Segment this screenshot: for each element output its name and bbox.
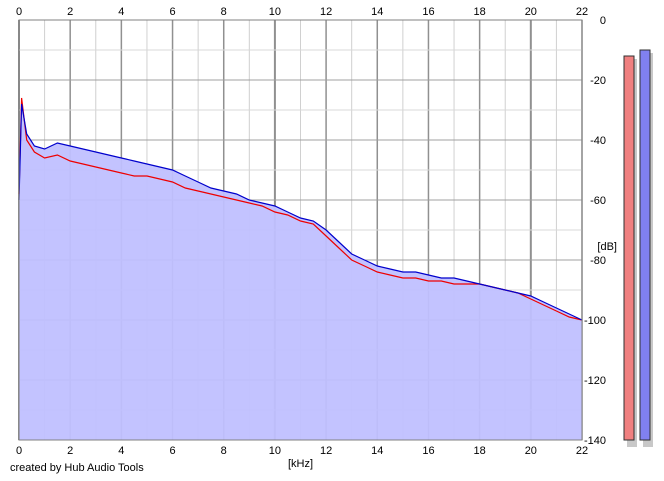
x-tick-label-top: 18 — [474, 6, 486, 18]
level-meter-right — [639, 49, 651, 441]
x-tick-label-bottom: 2 — [67, 445, 73, 457]
x-tick-label-top: 8 — [221, 6, 227, 18]
x-tick-label-bottom: 8 — [221, 445, 227, 457]
y-tick-label: -100 — [584, 315, 606, 327]
x-tick-label-bottom: 22 — [576, 445, 588, 457]
y-tick-label: -20 — [590, 75, 606, 87]
spectrum-line-blue — [18, 103, 583, 321]
x-tick-label-top: 4 — [118, 6, 124, 18]
x-tick-label-bottom: 20 — [525, 445, 537, 457]
y-tick-label: -120 — [584, 375, 606, 387]
credit-label: created by Hub Audio Tools — [10, 462, 144, 474]
x-tick-label-bottom: 0 — [16, 445, 22, 457]
y-tick-label: -60 — [590, 195, 606, 207]
x-tick-label-bottom: 18 — [474, 445, 486, 457]
x-tick-label-top: 0 — [16, 6, 22, 18]
x-tick-label-bottom: 6 — [169, 445, 175, 457]
y-tick-label: 0 — [600, 15, 606, 27]
x-tick-label-top: 6 — [169, 6, 175, 18]
x-axis-label: [kHz] — [288, 458, 313, 470]
level-meter-left — [623, 55, 635, 441]
y-tick-label: -140 — [584, 435, 606, 447]
x-tick-label-top: 10 — [269, 6, 281, 18]
plot-border — [18, 19, 583, 441]
x-tick-label-top: 14 — [371, 6, 383, 18]
x-tick-label-top: 16 — [422, 6, 434, 18]
x-tick-label-top: 22 — [576, 6, 588, 18]
spectrum-fill — [19, 104, 582, 440]
y-tick-label: -40 — [590, 135, 606, 147]
y-tick-label: -80 — [590, 255, 606, 267]
x-tick-label-bottom: 10 — [269, 445, 281, 457]
x-tick-label-bottom: 4 — [118, 445, 124, 457]
x-tick-label-top: 20 — [525, 6, 537, 18]
x-tick-label-bottom: 14 — [371, 445, 383, 457]
x-tick-label-top: 12 — [320, 6, 332, 18]
y-axis-label: [dB] — [597, 241, 617, 253]
x-tick-label-top: 2 — [67, 6, 73, 18]
x-tick-label-bottom: 12 — [320, 445, 332, 457]
x-tick-label-bottom: 16 — [422, 445, 434, 457]
